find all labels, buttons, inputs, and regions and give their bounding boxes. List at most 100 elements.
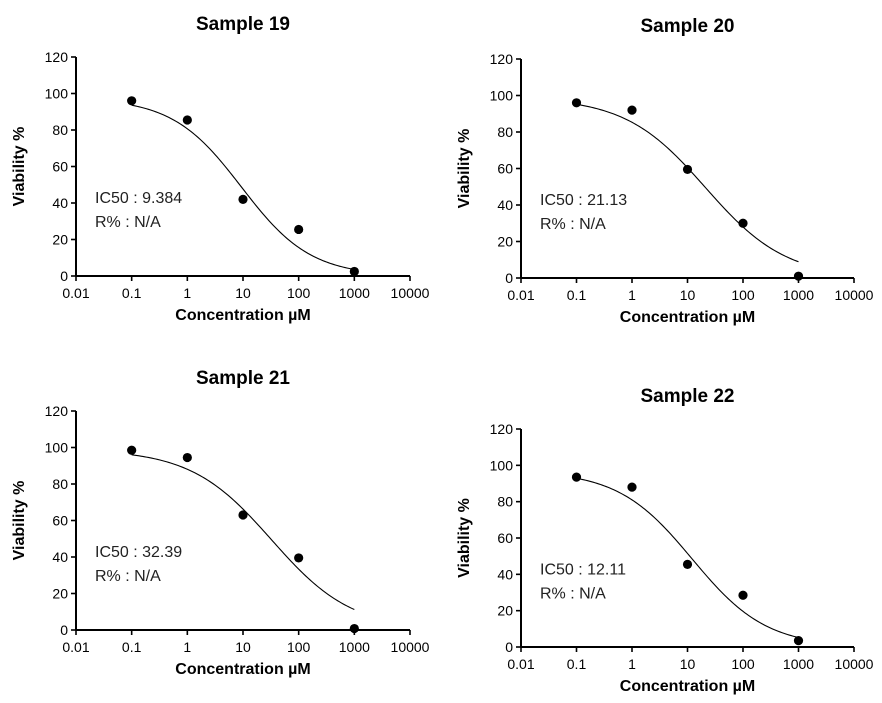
chart-3-x-tick-label: 100	[287, 639, 311, 655]
chart-1-x-tick-label: 10000	[391, 285, 430, 301]
chart-4-data-point	[571, 472, 582, 482]
chart-2: Sample 20 0 20 40 60 80 100 120 0.01 0.1 1 10 100 100…	[456, 16, 874, 326]
chart-1-x-tick-label: 0.1	[122, 285, 142, 301]
chart-2-x-tick-label: 10000	[835, 287, 874, 303]
chart-4-x-tick-label: 0.01	[507, 656, 534, 672]
chart-2-x-tick-label: 1000	[783, 287, 814, 303]
chart-3-annotation: R% : N/A	[95, 568, 161, 585]
chart-2-x-tick-label: 0.1	[567, 287, 587, 303]
chart-1: Sample 19 0 20 40 60 80 100 120 0.01 0.1 1 10 100 100…	[11, 14, 430, 324]
chart-3-y-tick-label: 120	[45, 403, 69, 419]
chart-3: Sample 21 0 20 40 60 80 100 120 0.01 0.1 1 10 100 100…	[11, 368, 430, 678]
chart-1-title: Sample 19	[196, 14, 290, 35]
chart-2-y-tick-label: 20	[497, 234, 513, 250]
chart-3-y-tick-label: 40	[52, 549, 68, 565]
chart-1-x-tick-label: 10	[235, 285, 251, 301]
chart-3-x-tick-label: 10000	[391, 639, 430, 655]
chart-4-x-tick-label: 100	[731, 656, 755, 672]
chart-4-annotation: IC50 : 12.11	[540, 561, 626, 578]
chart-3-data-point	[127, 445, 137, 455]
chart-3-data-point	[238, 510, 248, 520]
chart-4-x-tick-label: 0.1	[567, 656, 587, 672]
chart-4-x-axis-label: Concentration µM	[620, 678, 755, 695]
chart-2-x-tick-label: 10	[680, 287, 696, 303]
chart-4-y-tick-label: 60	[497, 530, 513, 546]
chart-1-data-point	[182, 115, 192, 125]
chart-2-fit-curve	[576, 103, 799, 263]
chart-2-y-tick-label: 100	[490, 88, 514, 104]
chart-1-fit-curve	[131, 104, 355, 271]
chart-4-data-point	[627, 482, 637, 492]
chart-2-y-tick-label: 60	[497, 161, 513, 177]
chart-2-data-point	[682, 164, 693, 175]
chart-1-y-tick-label: 120	[45, 49, 69, 65]
chart-4-y-tick-label: 20	[497, 603, 513, 619]
chart-3-title: Sample 21	[196, 368, 290, 389]
chart-4-x-tick-label: 10000	[835, 656, 874, 672]
chart-1-data-point	[294, 224, 304, 235]
chart-1-annotation: IC50 : 9.384	[95, 190, 182, 207]
chart-3-x-tick-label: 0.01	[62, 639, 89, 655]
chart-1-data-point	[238, 194, 248, 204]
chart-3-data-point	[182, 452, 192, 463]
chart-3-y-tick-label: 80	[52, 476, 68, 492]
chart-2-annotation: R% : N/A	[540, 216, 606, 233]
chart-2-title: Sample 20	[641, 16, 735, 37]
chart-1-annotation: R% : N/A	[95, 214, 161, 231]
chart-2-x-tick-label: 0.01	[507, 287, 534, 303]
chart-1-y-axis-label: Viability %	[11, 127, 28, 207]
chart-4-y-tick-label: 40	[497, 566, 513, 582]
chart-1-x-tick-label: 0.01	[62, 285, 89, 301]
chart-4-annotation: R% : N/A	[540, 585, 606, 602]
chart-2-y-tick-label: 40	[497, 197, 513, 213]
chart-2-data-point	[793, 271, 804, 281]
chart-1-y-tick-label: 80	[52, 122, 68, 138]
chart-3-y-tick-label: 100	[45, 440, 69, 456]
chart-3-data-point	[349, 623, 359, 634]
chart-4-fit-curve	[576, 477, 799, 639]
chart-3-x-axis-label: Concentration µM	[175, 661, 310, 678]
chart-2-x-tick-label: 1	[628, 287, 636, 303]
chart-4-x-tick-label: 1000	[783, 656, 814, 672]
chart-3-x-tick-label: 1	[183, 639, 191, 655]
chart-4-y-tick-label: 0	[505, 639, 513, 655]
chart-2-y-tick-label: 0	[505, 270, 513, 286]
chart-2-data-point	[738, 218, 748, 228]
chart-4-y-tick-label: 100	[490, 457, 514, 473]
chart-3-x-tick-label: 10	[235, 639, 251, 655]
chart-4: Sample 22 0 20 40 60 80 100 120 0.01 0.1 1 10 100 100…	[456, 386, 874, 695]
chart-3-y-tick-label: 0	[60, 622, 68, 638]
chart-1-y-tick-label: 40	[52, 195, 68, 211]
chart-3-fit-curve	[131, 454, 355, 611]
chart-3-annotation: IC50 : 32.39	[95, 544, 182, 561]
chart-4-data-point	[738, 590, 748, 600]
chart-3-y-tick-label: 60	[52, 513, 68, 529]
chart-3-x-tick-label: 1000	[339, 639, 370, 655]
chart-1-x-axis-label: Concentration µM	[175, 307, 310, 324]
chart-2-annotation: IC50 : 21.13	[540, 192, 627, 209]
chart-1-y-tick-label: 20	[52, 232, 68, 248]
chart-4-title: Sample 22	[641, 386, 735, 407]
chart-1-y-tick-label: 60	[52, 159, 68, 175]
chart-3-y-tick-label: 20	[52, 586, 68, 602]
chart-4-x-tick-label: 1	[628, 656, 636, 672]
chart-2-x-tick-label: 100	[731, 287, 755, 303]
chart-1-data-point	[127, 96, 137, 106]
chart-3-x-tick-label: 0.1	[122, 639, 142, 655]
chart-2-data-point	[571, 98, 582, 108]
chart-4-data-point	[682, 559, 693, 569]
chart-2-y-tick-label: 80	[497, 124, 513, 140]
chart-4-data-point	[793, 636, 804, 646]
chart-3-data-point	[294, 553, 304, 563]
chart-1-y-tick-label: 0	[60, 268, 68, 284]
chart-1-data-point	[349, 266, 359, 277]
chart-4-y-tick-label: 80	[497, 494, 513, 510]
chart-4-y-tick-label: 120	[490, 421, 514, 437]
chart-1-y-tick-label: 100	[45, 86, 69, 102]
chart-2-y-tick-label: 120	[490, 51, 514, 67]
chart-2-y-axis-label: Viability %	[456, 129, 473, 209]
chart-4-y-axis-label: Viability %	[456, 498, 473, 578]
chart-2-x-axis-label: Concentration µM	[620, 309, 755, 326]
chart-1-x-tick-label: 1000	[339, 285, 370, 301]
